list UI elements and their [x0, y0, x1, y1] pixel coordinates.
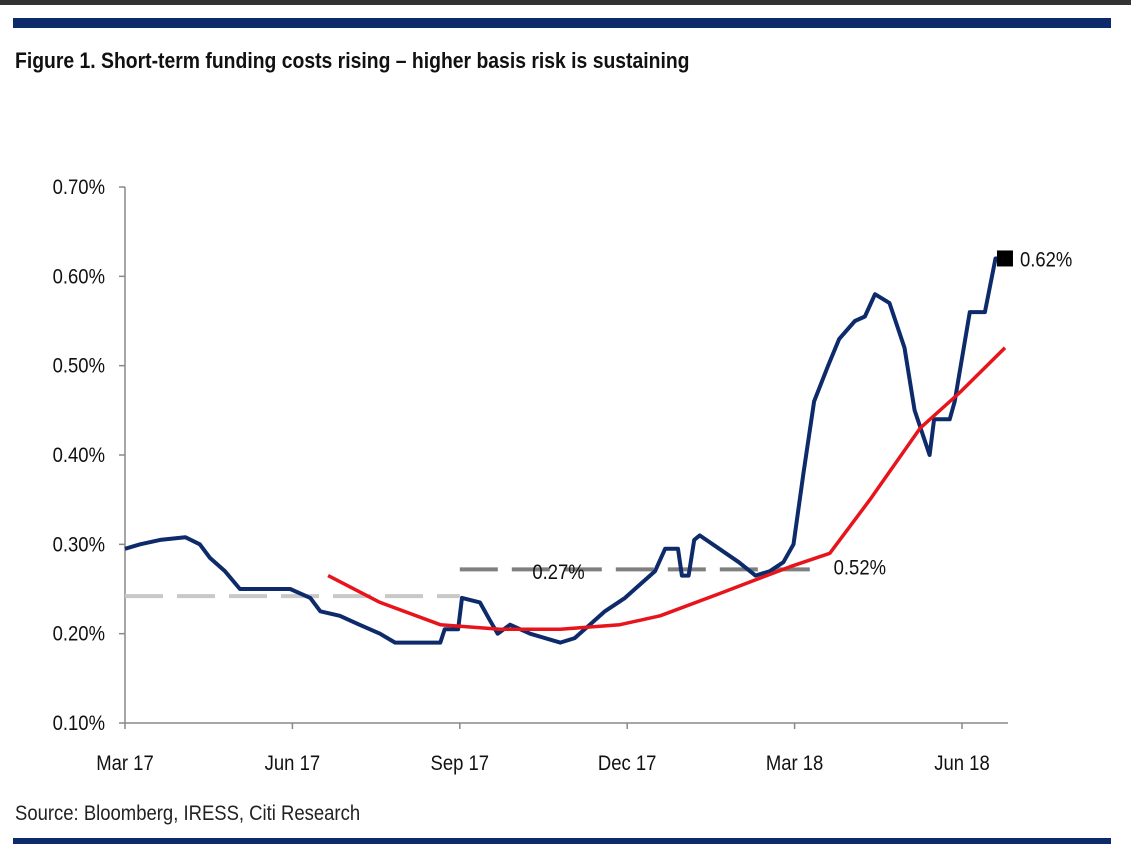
window-top-border — [0, 0, 1131, 5]
y-tick-label: 0.60% — [53, 265, 105, 288]
x-tick-label: Mar 18 — [766, 752, 823, 775]
annotation-label: 0.52% — [834, 557, 886, 580]
series-line-trend — [327, 346, 1007, 631]
x-tick-label: Jun 17 — [265, 752, 320, 775]
top-rule — [13, 18, 1111, 28]
series-line-funding-cost — [124, 256, 1005, 645]
figure-title: Figure 1. Short-term funding costs risin… — [15, 48, 690, 73]
x-tick-label: Jun 18 — [934, 752, 989, 775]
end-marker — [996, 250, 1013, 267]
y-tick-label: 0.50% — [53, 355, 105, 378]
y-tick-label: 0.10% — [53, 712, 105, 735]
y-tick-label: 0.40% — [53, 444, 105, 467]
y-tick-label: 0.30% — [53, 533, 105, 556]
x-tick-label: Sep 17 — [431, 752, 490, 775]
source-note: Source: Bloomberg, IRESS, Citi Research — [15, 802, 361, 825]
annotation-label: 0.27% — [532, 561, 584, 584]
bottom-rule — [13, 838, 1111, 844]
x-tick-label: Mar 17 — [96, 752, 153, 775]
x-tick-label: Dec 17 — [598, 752, 657, 775]
y-tick-label: 0.70% — [53, 176, 105, 199]
annotation-label: 0.62% — [1020, 248, 1072, 271]
y-tick-label: 0.20% — [53, 623, 105, 646]
